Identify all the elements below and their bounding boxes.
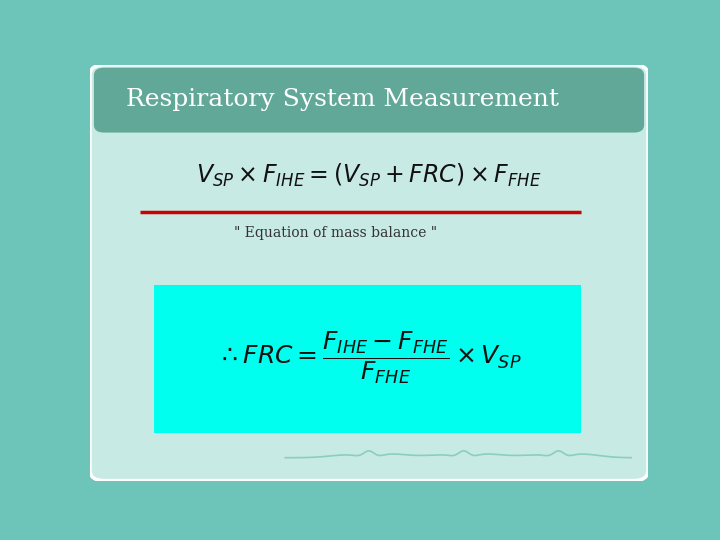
FancyBboxPatch shape <box>94 68 644 133</box>
FancyBboxPatch shape <box>90 65 648 481</box>
Text: $V_{SP} \times F_{IHE} = (V_{SP} + FRC) \times F_{FHE}$: $V_{SP} \times F_{IHE} = (V_{SP} + FRC) … <box>197 161 541 188</box>
FancyBboxPatch shape <box>154 285 581 433</box>
Text: Respiratory System Measurement: Respiratory System Measurement <box>126 88 559 111</box>
Text: " Equation of mass balance ": " Equation of mass balance " <box>234 226 437 240</box>
Text: $\therefore FRC = \dfrac{F_{IHE} - F_{FHE}}{F_{FHE}} \times V_{SP}$: $\therefore FRC = \dfrac{F_{IHE} - F_{FH… <box>217 330 521 386</box>
